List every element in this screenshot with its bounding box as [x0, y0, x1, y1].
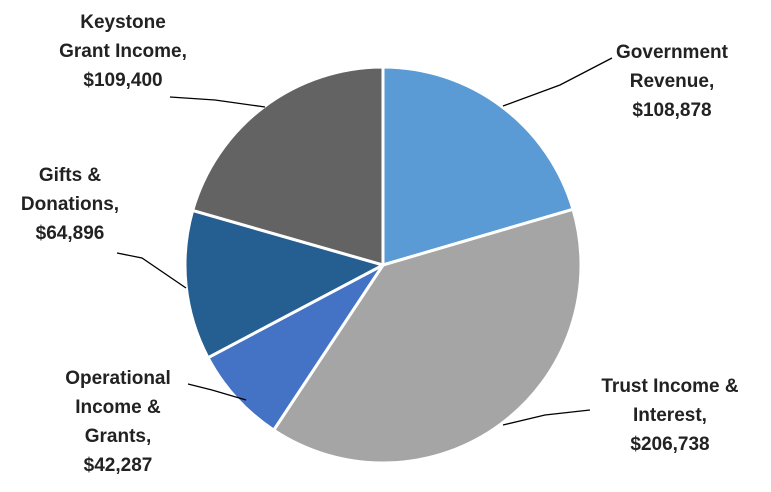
slice-label-line: Grants, — [85, 426, 152, 447]
slice-label-line: $108,878 — [632, 100, 711, 121]
slice-label-line: Government — [616, 42, 729, 63]
slice-label-line: $206,738 — [630, 434, 709, 455]
pie-slice-gifts-donations — [183, 208, 385, 360]
slice-label-line: Interest, — [633, 405, 707, 426]
slice-label-line: Grant Income, — [59, 41, 187, 62]
slice-label: Gifts & Donations, $64,896 — [21, 165, 119, 244]
slice-label-line: $64,896 — [36, 223, 105, 244]
leader-line — [187, 383, 247, 401]
slice-label-line: Operational — [65, 368, 171, 389]
leader-line — [169, 96, 266, 108]
leader-lines — [116, 57, 613, 426]
leader-line — [116, 252, 187, 289]
pie-slice-operational-income-grants — [206, 263, 385, 432]
slice-label: Operational Income & Grants, $42,287 — [65, 368, 171, 476]
slice-label-line: $42,287 — [84, 455, 153, 476]
slice-labels: Government Revenue, $108,878 Trust Income &… — [21, 12, 739, 476]
slice-label: Trust Income & Interest, $206,738 — [601, 376, 739, 455]
leader-line — [502, 57, 613, 107]
slice-label-line: Income & — [75, 397, 161, 418]
pie-slice-trust-income-interest — [272, 207, 583, 465]
leader-line — [502, 409, 591, 426]
slice-label: Keystone Grant Income, $109,400 — [59, 12, 187, 91]
slice-label: Government Revenue, $108,878 — [616, 42, 729, 121]
slice-label-line: Keystone — [80, 12, 166, 33]
pie-slice-government-revenue — [381, 65, 575, 267]
slice-label-line: Gifts & — [39, 165, 102, 186]
slice-label-line: Revenue, — [630, 71, 714, 92]
slice-label-line: Donations, — [21, 194, 119, 215]
pie-slices — [183, 65, 583, 465]
slice-label-line: $109,400 — [83, 70, 162, 91]
slice-label-line: Trust Income & — [601, 376, 739, 397]
